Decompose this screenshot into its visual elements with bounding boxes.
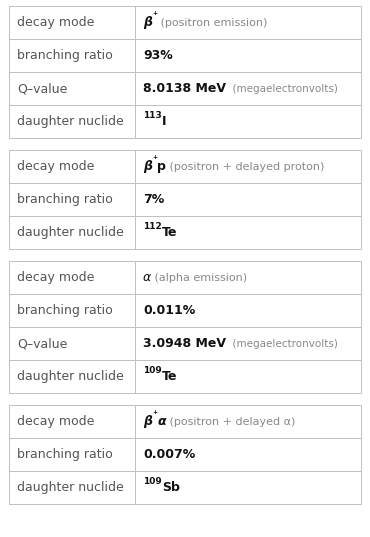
Text: Sb: Sb xyxy=(162,482,180,495)
Text: Te: Te xyxy=(162,371,177,383)
Text: β: β xyxy=(143,161,152,173)
Text: β: β xyxy=(143,416,152,429)
Text: decay mode: decay mode xyxy=(17,161,95,173)
Text: 7%: 7% xyxy=(143,193,164,206)
Text: branching ratio: branching ratio xyxy=(17,448,113,461)
Text: 109: 109 xyxy=(143,366,162,375)
Text: branching ratio: branching ratio xyxy=(17,49,113,62)
Text: 113: 113 xyxy=(143,111,162,120)
Text: decay mode: decay mode xyxy=(17,17,95,30)
Text: α: α xyxy=(157,416,166,429)
Text: I: I xyxy=(162,115,166,128)
Text: β: β xyxy=(143,17,152,30)
Text: ⁺: ⁺ xyxy=(152,410,157,420)
Text: 109: 109 xyxy=(143,477,162,486)
Text: decay mode: decay mode xyxy=(17,416,95,429)
Text: Q–value: Q–value xyxy=(17,337,68,351)
Text: 0.007%: 0.007% xyxy=(143,448,195,461)
Bar xyxy=(9,150,361,250)
Text: (positron + delayed proton): (positron + delayed proton) xyxy=(166,162,324,172)
Text: Q–value: Q–value xyxy=(17,83,68,96)
Text: (positron + delayed α): (positron + delayed α) xyxy=(166,417,295,427)
Text: 112: 112 xyxy=(143,222,162,231)
Bar xyxy=(9,262,361,394)
Text: decay mode: decay mode xyxy=(17,271,95,285)
Text: p: p xyxy=(157,161,166,173)
Text: daughter nuclide: daughter nuclide xyxy=(17,115,124,128)
Text: 93%: 93% xyxy=(143,49,173,62)
Text: (positron emission): (positron emission) xyxy=(157,18,268,28)
Text: 3.0948 MeV: 3.0948 MeV xyxy=(143,337,226,351)
Bar xyxy=(9,6,361,139)
Text: 8.0138 MeV: 8.0138 MeV xyxy=(143,83,226,96)
Text: α: α xyxy=(143,271,151,285)
Text: daughter nuclide: daughter nuclide xyxy=(17,482,124,495)
Text: (alpha emission): (alpha emission) xyxy=(151,273,248,283)
Text: (megaelectronvolts): (megaelectronvolts) xyxy=(226,339,338,349)
Text: daughter nuclide: daughter nuclide xyxy=(17,371,124,383)
Text: (megaelectronvolts): (megaelectronvolts) xyxy=(226,84,338,94)
Text: branching ratio: branching ratio xyxy=(17,193,113,206)
Text: ⁺: ⁺ xyxy=(152,11,157,21)
Text: ⁺: ⁺ xyxy=(152,155,157,165)
Text: 0.011%: 0.011% xyxy=(143,304,195,317)
Bar xyxy=(9,405,361,504)
Text: daughter nuclide: daughter nuclide xyxy=(17,227,124,240)
Text: branching ratio: branching ratio xyxy=(17,304,113,317)
Text: Te: Te xyxy=(162,227,177,240)
